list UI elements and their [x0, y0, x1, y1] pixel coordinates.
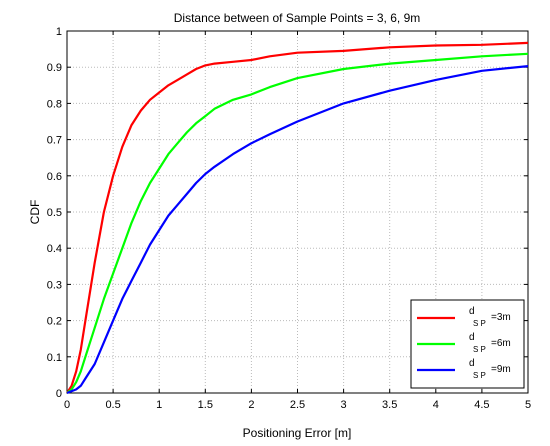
x-tick-label: 0.5	[105, 399, 120, 411]
legend: d S P =3m d S P =6m d S P =9m	[410, 299, 525, 389]
legend-entry-2: d S P =6m	[417, 332, 511, 354]
y-tick-label: 0.1	[47, 352, 62, 364]
legend-label-subscript: S P	[473, 371, 486, 380]
y-tick-label: 0.8	[47, 98, 62, 110]
y-tick-label: 0.4	[47, 243, 62, 255]
legend-label-subscript: S P	[473, 319, 486, 328]
grid	[66, 30, 529, 394]
x-tick-label: 1	[156, 399, 162, 411]
legend-label-value: =6m	[491, 338, 511, 349]
series-lines	[66, 41, 529, 395]
x-tick-label: 5	[525, 399, 531, 411]
chart-title: Distance between of Sample Points = 3, 6…	[174, 11, 420, 25]
y-tick-label: 0.5	[47, 207, 62, 219]
y-tick-label: 0	[56, 388, 62, 400]
y-tick-label: 0.2	[47, 316, 62, 328]
x-tick-label: 3.5	[382, 399, 397, 411]
x-axis-label: Positioning Error [m]	[243, 426, 352, 440]
x-tick-label: 4	[433, 399, 439, 411]
legend-entry-3: d S P =9m	[417, 358, 511, 380]
x-tick-label: 4.5	[474, 399, 489, 411]
y-axis-ticks: 0 0.1 0.2 0.3 0.4 0.5 0.6 0.7 0.8 0.9 1	[47, 26, 528, 400]
x-tick-label: 0	[64, 399, 70, 411]
y-tick-label: 0.9	[47, 62, 62, 74]
legend-label-value: =9m	[491, 364, 511, 375]
x-tick-label: 1.5	[198, 399, 213, 411]
x-tick-label: 2.5	[290, 399, 305, 411]
legend-label-main: d	[469, 332, 475, 343]
x-tick-label: 2	[248, 399, 254, 411]
legend-label-subscript: S P	[473, 345, 486, 354]
legend-label-main: d	[469, 358, 475, 369]
y-tick-label: 0.3	[47, 279, 62, 291]
series-line-3	[66, 65, 529, 395]
legend-label-value: =3m	[491, 312, 511, 323]
series-line-1	[66, 41, 529, 394]
x-tick-label: 3	[341, 399, 347, 411]
legend-entry-1: d S P =3m	[417, 306, 511, 328]
legend-label-main: d	[469, 306, 475, 317]
y-tick-label: 1	[56, 26, 62, 38]
y-tick-label: 0.6	[47, 171, 62, 183]
y-axis-label: CDF	[28, 200, 42, 225]
series-line-2	[66, 52, 529, 394]
y-tick-label: 0.7	[47, 135, 62, 147]
